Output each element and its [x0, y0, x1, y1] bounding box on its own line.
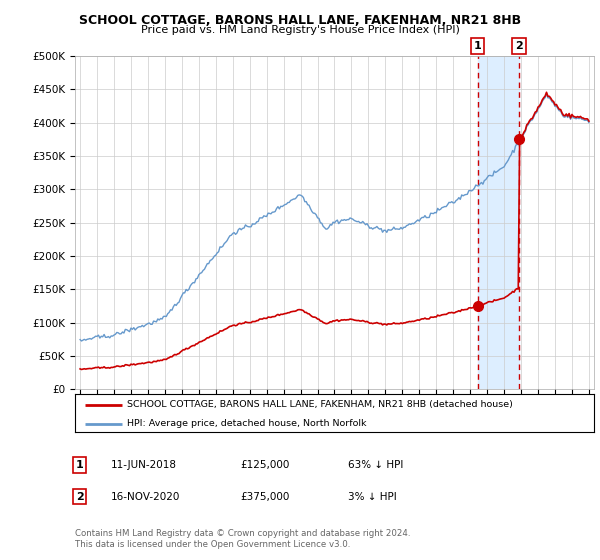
Text: SCHOOL COTTAGE, BARONS HALL LANE, FAKENHAM, NR21 8HB: SCHOOL COTTAGE, BARONS HALL LANE, FAKENH… [79, 14, 521, 27]
Text: 16-NOV-2020: 16-NOV-2020 [111, 492, 181, 502]
Text: Contains HM Land Registry data © Crown copyright and database right 2024.
This d: Contains HM Land Registry data © Crown c… [75, 529, 410, 549]
Text: 2: 2 [76, 492, 83, 502]
Bar [478, 56, 519, 389]
Text: 11-JUN-2018: 11-JUN-2018 [111, 460, 177, 470]
Text: £375,000: £375,000 [240, 492, 289, 502]
Text: 1: 1 [76, 460, 83, 470]
Text: 2: 2 [515, 41, 523, 51]
Text: Price paid vs. HM Land Registry's House Price Index (HPI): Price paid vs. HM Land Registry's House … [140, 25, 460, 35]
Text: 1: 1 [474, 41, 482, 51]
Text: HPI: Average price, detached house, North Norfolk: HPI: Average price, detached house, Nort… [127, 419, 367, 428]
Text: £125,000: £125,000 [240, 460, 289, 470]
Text: 63% ↓ HPI: 63% ↓ HPI [348, 460, 403, 470]
Text: SCHOOL COTTAGE, BARONS HALL LANE, FAKENHAM, NR21 8HB (detached house): SCHOOL COTTAGE, BARONS HALL LANE, FAKENH… [127, 400, 513, 409]
Text: 3% ↓ HPI: 3% ↓ HPI [348, 492, 397, 502]
